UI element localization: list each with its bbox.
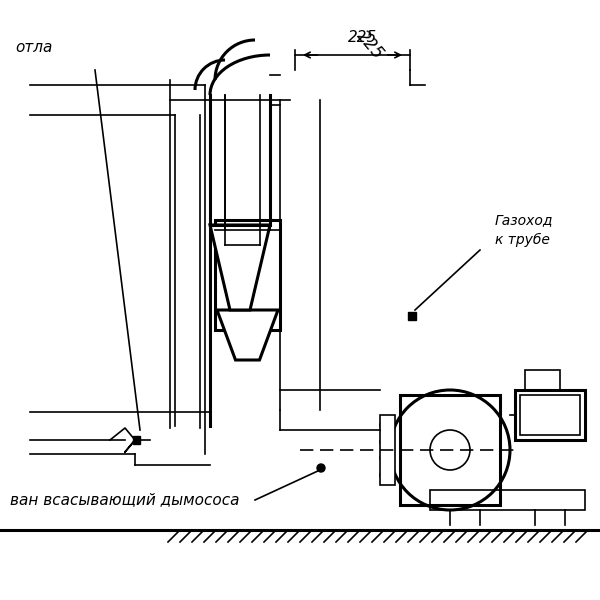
Text: отла: отла [15,40,52,55]
Bar [525,370,560,390]
Bar [215,220,280,330]
Circle shape [380,437,390,447]
Circle shape [317,464,325,472]
Bar [408,312,416,320]
Circle shape [380,453,390,463]
Text: Газоход
к трубе: Газоход к трубе [495,213,554,247]
Text: 225: 225 [348,30,377,45]
Text: 225: 225 [353,27,387,63]
Circle shape [390,390,510,510]
Circle shape [380,470,390,480]
Bar [133,436,140,444]
Bar [520,395,580,435]
Bar [400,395,500,505]
Text: ван всасывающий дымососа: ван всасывающий дымососа [10,493,239,508]
Circle shape [430,430,470,470]
Bar [430,490,585,510]
Bar [380,415,395,485]
Polygon shape [217,310,278,360]
Circle shape [380,420,390,430]
Polygon shape [210,225,270,310]
Bar [515,390,585,440]
